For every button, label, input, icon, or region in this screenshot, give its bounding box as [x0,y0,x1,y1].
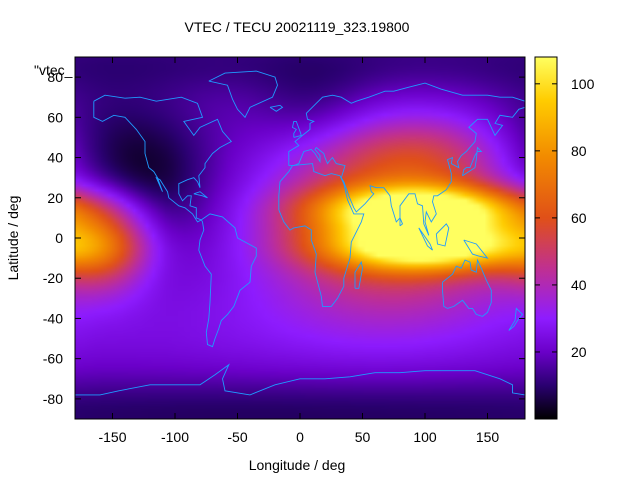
x-tick-label: 0 [296,429,304,445]
coastline-new-guinea [463,239,489,259]
coastline-africa [278,163,365,307]
y-tick-label: 0 [55,230,63,246]
coastline-eurasia [288,82,526,236]
x-tick-label: 150 [476,429,500,445]
x-tick-label: -50 [227,429,247,445]
coastline-antarctica [75,363,526,396]
colorbar: 20 40 60 80 100 [534,56,595,420]
coastline-iceland [269,104,284,112]
coastline-sumatra [418,227,433,251]
y-tick-label: -60 [43,351,63,367]
coastline-north-america [93,94,233,223]
x-tick-label: -100 [161,429,189,445]
y-tick-label: 60 [47,109,63,125]
y-tick-label: 80 [47,69,63,85]
y-tick-label: -40 [43,310,63,326]
plot-area: -150 -100 -50 0 50 100 150 -80 -60 -40 -20 0 20 40 60 8… [43,56,526,445]
y-axis-label: Latitude / deg [5,196,21,281]
coastline-great-britain [291,120,302,138]
y-tick-label: -80 [43,391,63,407]
colorbar-tick-label: 40 [571,277,587,293]
coastline-greenland [208,70,278,119]
coastline-madagascar [354,260,363,289]
y-tick-label: 40 [47,150,63,166]
x-tick-label: -150 [98,429,126,445]
coastline-new-zealand [508,307,524,331]
x-axis-label: Longitude / deg [249,457,346,473]
x-tick-label: 100 [413,429,437,445]
heatmap-image [75,57,525,419]
colorbar-tick-label: 20 [571,344,587,360]
colorbar-tick-label: 80 [571,143,587,159]
coastline-cuba [193,191,208,199]
coastline-australia [442,258,492,317]
colorbar-tick-label: 60 [571,210,587,226]
y-tick-label: 20 [47,190,63,206]
coastline-south-america [198,213,257,348]
x-tick-label: 50 [355,429,371,445]
chart-title: VTEC / TECU 20021119_323.19800 [185,19,410,35]
colorbar-bar [534,56,558,420]
coastlines [75,70,526,396]
coastline-borneo [435,223,450,247]
legend-label: "vtec_ [34,62,73,78]
colorbar-tick-label: 100 [571,76,595,92]
coastline-japan [462,146,483,177]
y-tick-label: -20 [43,270,63,286]
coastline-sri-lanka [399,217,404,227]
